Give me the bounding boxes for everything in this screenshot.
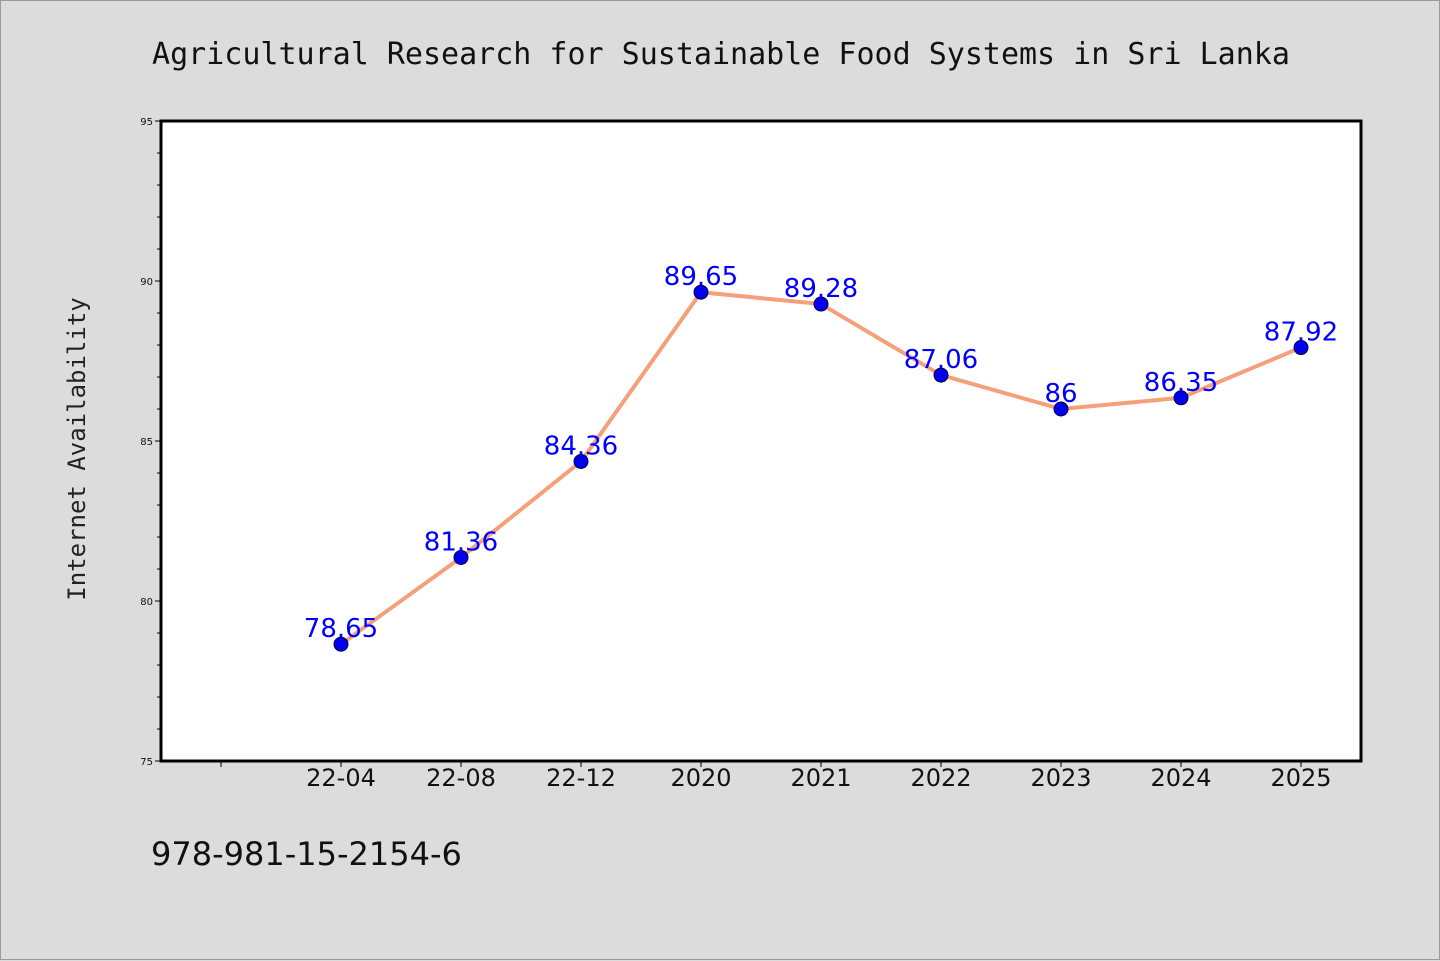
y-tick-label: 75 — [140, 757, 153, 768]
x-tick-label: 2023 — [1030, 764, 1091, 792]
x-tick-label: 22-12 — [546, 764, 616, 792]
plot-area — [159, 119, 1363, 763]
y-tick-label: 80 — [140, 597, 153, 608]
chart-title: Agricultural Research for Sustainable Fo… — [152, 37, 1290, 72]
series-group: 78.65 81.36 84.36 89.65 89.28 87.06 86 86.35 87.… — [304, 262, 1338, 652]
data-point — [1293, 340, 1309, 356]
data-label: 89.65 — [664, 262, 738, 292]
data-label: 81.36 — [424, 527, 498, 557]
data-label: 87.92 — [1264, 318, 1338, 348]
y-tick-label: 85 — [140, 437, 153, 448]
x-tick-label: 2021 — [790, 764, 851, 792]
x-tick-label: 2024 — [1150, 764, 1211, 792]
data-label: 89.28 — [784, 274, 858, 304]
x-tick-label: 22-08 — [426, 764, 496, 792]
data-point — [453, 549, 469, 565]
x-tick-label: 2025 — [1270, 764, 1331, 792]
y-axis: 75 80 85 90 95 — [140, 117, 161, 768]
data-label: 87.06 — [904, 345, 978, 375]
data-label: 84.36 — [544, 431, 618, 461]
x-tick-label: 2022 — [910, 764, 971, 792]
data-label: 78.65 — [304, 614, 378, 644]
data-point — [573, 453, 589, 469]
x-tick-label: 2020 — [670, 764, 731, 792]
data-label: 86.35 — [1144, 368, 1218, 398]
x-axis: 22-04 22-08 22-12 2020 2021 2022 2023 2024 2025 — [220, 761, 1332, 792]
y-axis-label: Internet Availability — [63, 297, 91, 600]
data-label: 86 — [1044, 379, 1077, 409]
y-tick-label: 95 — [140, 117, 153, 128]
data-point — [933, 367, 949, 383]
data-point — [813, 296, 829, 312]
data-point — [333, 636, 349, 652]
footer-isbn: 978-981-15-2154-6 — [151, 835, 462, 873]
data-point — [693, 284, 709, 300]
x-tick-label: 22-04 — [306, 764, 376, 792]
data-point — [1053, 401, 1069, 417]
y-tick-label: 90 — [140, 277, 153, 288]
data-point — [1173, 390, 1189, 406]
